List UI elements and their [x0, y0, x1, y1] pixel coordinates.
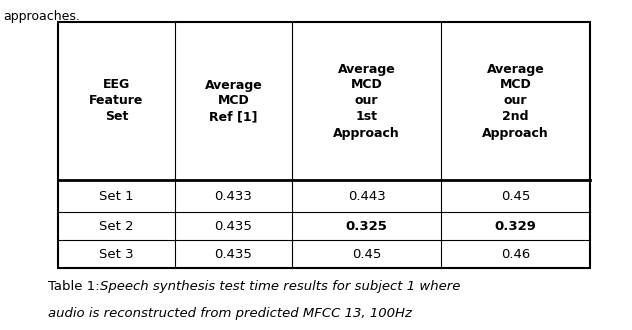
Text: audio is reconstructed from predicted MFCC 13, 100Hz: audio is reconstructed from predicted MF… [48, 307, 412, 320]
Text: 0.46: 0.46 [501, 248, 530, 260]
Text: 0.435: 0.435 [215, 248, 253, 260]
Bar [58, 22, 590, 268]
Text: 0.443: 0.443 [348, 189, 386, 203]
Text: EEG
Feature
Set: EEG Feature Set [89, 79, 143, 123]
Text: Set 3: Set 3 [99, 248, 134, 260]
Text: 0.325: 0.325 [346, 219, 387, 233]
Text: 0.433: 0.433 [215, 189, 253, 203]
Text: Set 2: Set 2 [99, 219, 134, 233]
Text: 0.329: 0.329 [495, 219, 537, 233]
Text: 0.435: 0.435 [215, 219, 253, 233]
Text: Average
MCD
our
1st
Approach: Average MCD our 1st Approach [333, 62, 400, 140]
Text: approaches.: approaches. [3, 10, 80, 23]
Text: Average
MCD
our
2nd
Approach: Average MCD our 2nd Approach [482, 62, 549, 140]
Text: Set 1: Set 1 [99, 189, 134, 203]
Text: Speech synthesis test time results for subject 1 where: Speech synthesis test time results for s… [100, 280, 461, 293]
Text: 0.45: 0.45 [501, 189, 530, 203]
Text: Table 1:: Table 1: [48, 280, 104, 293]
Text: Average
MCD
Ref [1]: Average MCD Ref [1] [205, 79, 262, 123]
Text: 0.45: 0.45 [352, 248, 381, 260]
